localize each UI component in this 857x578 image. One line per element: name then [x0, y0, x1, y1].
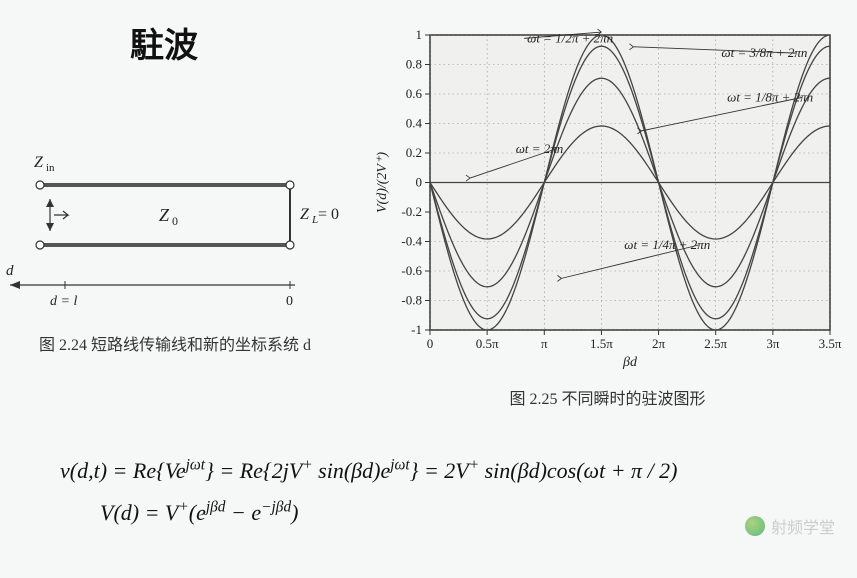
svg-text:0: 0 — [427, 336, 434, 351]
svg-text:-0.2: -0.2 — [401, 204, 422, 219]
svg-text:Z: Z — [34, 154, 44, 171]
svg-text:= 0: = 0 — [318, 206, 339, 223]
svg-text:2π: 2π — [652, 336, 666, 351]
svg-text:3.5π: 3.5π — [819, 336, 842, 351]
svg-text:0.4: 0.4 — [406, 116, 423, 131]
watermark: 射频学堂 — [745, 514, 835, 538]
equations-block: v(d,t) = Re{Vejωt} = Re{2jV+ sin(βd)ejωt… — [60, 450, 678, 534]
equation-1: v(d,t) = Re{Vejωt} = Re{2jV+ sin(βd)ejωt… — [60, 450, 678, 492]
transmission-line-diagram: ZinZ0ZL = 0dd = l0 — [0, 135, 350, 320]
equation-2: V(d) = V+(ejβd − e−jβd) — [100, 492, 678, 534]
svg-text:Z: Z — [159, 205, 170, 225]
svg-text:-1: -1 — [411, 322, 422, 337]
wechat-logo-icon — [745, 516, 765, 536]
svg-text:0: 0 — [286, 294, 293, 309]
figure-left: ZinZ0ZL = 0dd = l0 图 2.24 短路线传输线和新的坐标系统 … — [0, 135, 350, 355]
svg-text:βd: βd — [622, 355, 638, 370]
svg-text:d: d — [6, 263, 14, 279]
figure-left-caption: 图 2.24 短路线传输线和新的坐标系统 d — [0, 331, 350, 355]
svg-text:V(d)/(2V⁺): V(d)/(2V⁺) — [375, 152, 390, 213]
watermark-text: 射频学堂 — [771, 514, 835, 538]
svg-text:d = l: d = l — [50, 294, 77, 309]
standing-wave-chart: 0 0.5π π 1.5π 2π 2.5π 3π 3.5π -1 -0.8 -0.6 -0.4 -0.2… — [370, 20, 845, 370]
svg-text:ωt = 2πn: ωt = 2πn — [516, 141, 564, 156]
svg-text:1.5π: 1.5π — [590, 336, 613, 351]
svg-text:0.2: 0.2 — [406, 145, 422, 160]
svg-text:0.6: 0.6 — [406, 86, 423, 101]
svg-text:3π: 3π — [766, 336, 780, 351]
figure-right: 0 0.5π π 1.5π 2π 2.5π 3π 3.5π -1 -0.8 -0.6 -0.4 -0.2… — [370, 20, 845, 409]
figure-right-caption: 图 2.25 不同瞬时的驻波图形 — [370, 385, 845, 409]
svg-text:0.5π: 0.5π — [476, 336, 499, 351]
svg-text:0.8: 0.8 — [406, 57, 422, 72]
svg-text:π: π — [541, 336, 548, 351]
svg-text:in: in — [46, 162, 55, 174]
svg-text:-0.4: -0.4 — [401, 234, 422, 249]
svg-text:0: 0 — [172, 214, 178, 228]
svg-text:ωt = 1/8π + 2πn: ωt = 1/8π + 2πn — [727, 89, 813, 104]
svg-text:-0.8: -0.8 — [401, 293, 422, 308]
svg-text:-0.6: -0.6 — [401, 263, 422, 278]
svg-text:2.5π: 2.5π — [704, 336, 727, 351]
svg-text:ωt = 1/4π + 2πn: ωt = 1/4π + 2πn — [624, 237, 710, 252]
svg-text:1: 1 — [416, 27, 423, 42]
svg-text:Z: Z — [300, 206, 310, 223]
page-title: 駐波 — [130, 18, 198, 67]
svg-text:0: 0 — [416, 175, 423, 190]
